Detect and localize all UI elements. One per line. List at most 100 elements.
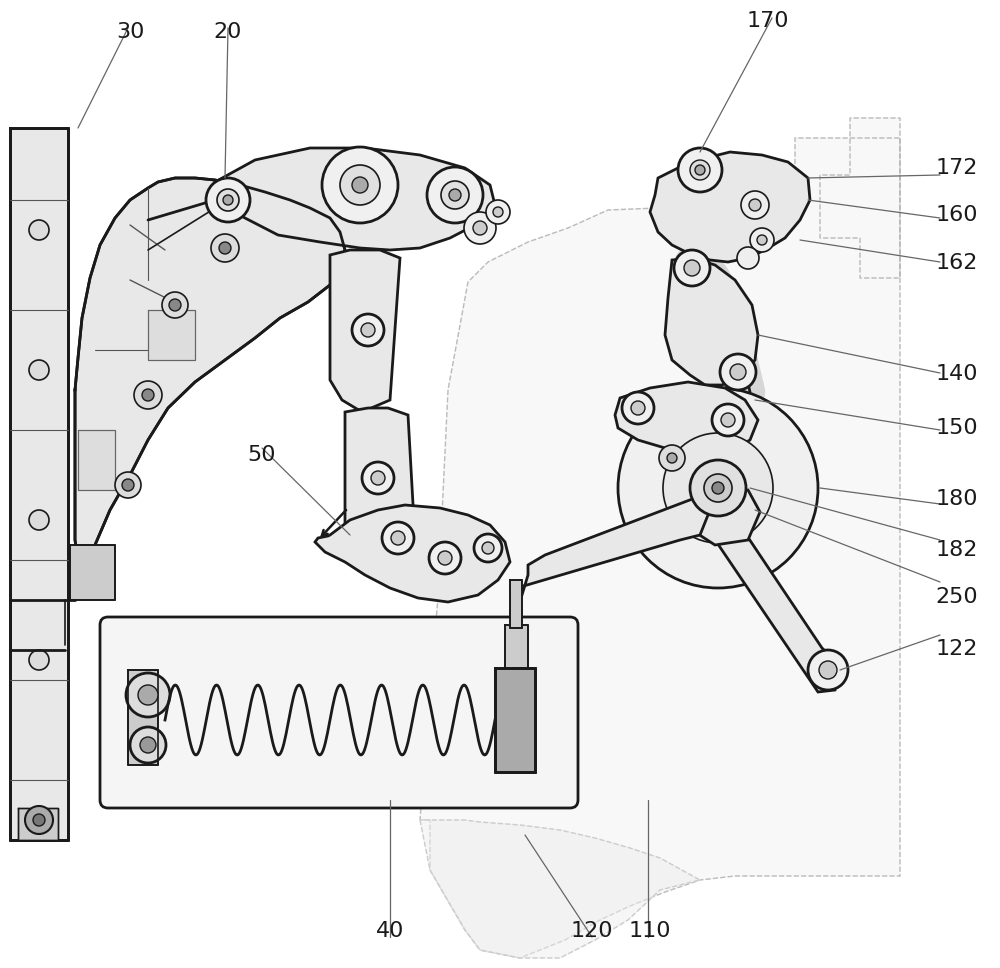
Circle shape: [362, 462, 394, 494]
Circle shape: [486, 200, 510, 224]
Text: 50: 50: [248, 445, 276, 465]
Circle shape: [219, 242, 231, 254]
Circle shape: [749, 199, 761, 211]
Circle shape: [750, 228, 774, 252]
Text: 180: 180: [936, 489, 978, 508]
Circle shape: [115, 472, 141, 498]
Circle shape: [667, 453, 677, 463]
Polygon shape: [128, 670, 158, 765]
Circle shape: [473, 221, 487, 235]
Circle shape: [441, 181, 469, 209]
FancyBboxPatch shape: [100, 617, 578, 808]
Polygon shape: [495, 668, 535, 772]
Text: 40: 40: [376, 922, 404, 941]
Circle shape: [695, 165, 705, 175]
Polygon shape: [695, 488, 840, 692]
Circle shape: [29, 220, 49, 240]
Circle shape: [712, 482, 724, 494]
Text: 182: 182: [936, 540, 978, 560]
Circle shape: [169, 299, 181, 311]
Circle shape: [340, 165, 380, 205]
Circle shape: [482, 542, 494, 554]
Text: 110: 110: [629, 922, 671, 941]
Circle shape: [217, 189, 239, 211]
Circle shape: [138, 685, 158, 705]
Circle shape: [122, 479, 134, 491]
Text: 120: 120: [571, 922, 613, 941]
Text: 160: 160: [936, 205, 978, 225]
Polygon shape: [315, 505, 510, 602]
Polygon shape: [420, 820, 700, 958]
Circle shape: [211, 234, 239, 262]
Polygon shape: [215, 148, 495, 250]
Polygon shape: [665, 258, 758, 385]
Circle shape: [352, 177, 368, 193]
Text: 150: 150: [935, 418, 978, 438]
Circle shape: [690, 460, 746, 516]
Polygon shape: [70, 545, 115, 600]
Circle shape: [322, 147, 398, 223]
Circle shape: [622, 392, 654, 424]
Circle shape: [140, 737, 156, 753]
Circle shape: [449, 189, 461, 201]
Polygon shape: [345, 408, 415, 555]
Circle shape: [720, 354, 756, 390]
Circle shape: [678, 148, 722, 192]
Polygon shape: [78, 430, 115, 490]
Circle shape: [29, 360, 49, 380]
Circle shape: [142, 389, 154, 401]
Circle shape: [690, 160, 710, 180]
Circle shape: [493, 207, 503, 217]
Polygon shape: [10, 128, 68, 840]
Circle shape: [352, 314, 384, 346]
Circle shape: [819, 661, 837, 679]
Circle shape: [474, 534, 502, 562]
Circle shape: [618, 388, 818, 588]
Circle shape: [371, 471, 385, 485]
Circle shape: [721, 413, 735, 427]
Circle shape: [438, 551, 452, 565]
Circle shape: [663, 433, 773, 543]
Circle shape: [130, 727, 166, 763]
Circle shape: [29, 510, 49, 530]
Circle shape: [741, 191, 769, 219]
Circle shape: [464, 212, 496, 244]
Circle shape: [429, 542, 461, 574]
Circle shape: [674, 250, 710, 286]
Circle shape: [361, 323, 375, 337]
Polygon shape: [420, 118, 900, 958]
Polygon shape: [688, 490, 760, 545]
Circle shape: [757, 235, 767, 245]
Circle shape: [206, 178, 250, 222]
Polygon shape: [510, 498, 710, 595]
Circle shape: [704, 474, 732, 502]
Circle shape: [25, 806, 53, 834]
Circle shape: [631, 401, 645, 415]
Text: 162: 162: [936, 254, 978, 273]
Text: 20: 20: [214, 22, 242, 42]
Polygon shape: [650, 152, 810, 262]
Text: 30: 30: [116, 22, 144, 42]
Text: 172: 172: [936, 159, 978, 178]
Polygon shape: [75, 178, 345, 565]
Circle shape: [427, 167, 483, 223]
Polygon shape: [615, 382, 758, 452]
Circle shape: [808, 650, 848, 690]
Text: 122: 122: [936, 639, 978, 658]
Polygon shape: [330, 250, 400, 412]
Circle shape: [162, 292, 188, 318]
Circle shape: [730, 364, 746, 380]
Circle shape: [223, 195, 233, 205]
Polygon shape: [148, 310, 195, 360]
Circle shape: [33, 814, 45, 826]
Circle shape: [712, 404, 744, 436]
Polygon shape: [510, 580, 522, 628]
Circle shape: [134, 381, 162, 409]
Polygon shape: [505, 625, 528, 668]
Text: 140: 140: [936, 364, 978, 383]
Circle shape: [126, 673, 170, 717]
Circle shape: [382, 522, 414, 554]
Circle shape: [684, 260, 700, 276]
Circle shape: [737, 247, 759, 269]
Text: 170: 170: [747, 12, 789, 31]
